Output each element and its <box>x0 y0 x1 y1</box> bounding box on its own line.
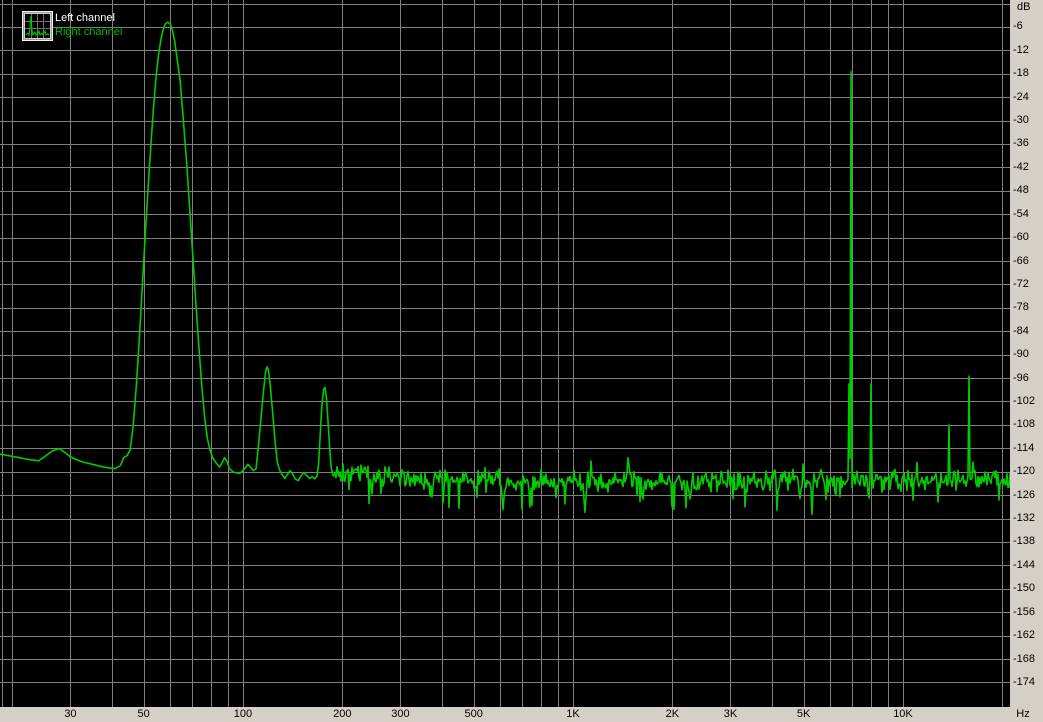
db-tick-label: -168 <box>1013 652 1036 665</box>
db-tick-label: -150 <box>1013 582 1036 595</box>
db-tick-label: -132 <box>1013 512 1036 525</box>
db-tick-label: -102 <box>1013 394 1036 407</box>
freq-tick-label: 3K <box>723 708 738 720</box>
db-tick-label: -66 <box>1013 254 1029 267</box>
spectrum-trace <box>0 21 1010 516</box>
db-tick-label: -42 <box>1013 160 1029 173</box>
db-tick-label: -144 <box>1013 558 1036 571</box>
db-tick-label: -96 <box>1013 371 1029 384</box>
db-tick-label: -114 <box>1013 441 1035 454</box>
db-tick-label: -48 <box>1013 184 1029 197</box>
freq-tick-label: 50 <box>137 708 150 720</box>
spectrum-plot <box>0 0 1010 707</box>
db-tick-label: -138 <box>1013 535 1036 548</box>
db-tick-label: -24 <box>1013 90 1029 103</box>
db-tick-label: -84 <box>1013 324 1029 337</box>
db-tick-label: -78 <box>1013 301 1029 314</box>
db-tick-label: -120 <box>1013 465 1036 478</box>
legend-right-channel-label: Right channel <box>55 26 123 38</box>
db-tick-label: -72 <box>1013 277 1029 290</box>
freq-tick-label: 5K <box>796 708 811 720</box>
db-tick-label: -30 <box>1013 114 1029 127</box>
freq-tick-label: 1K <box>566 708 580 720</box>
db-axis-strip: dB -6 -12 -18 -24 -30 -36 -42 -48 -54 -60 -66 -72 -7… <box>1010 0 1043 722</box>
db-tick-label: -60 <box>1013 231 1029 244</box>
freq-tick-label: 2K <box>665 708 680 720</box>
freq-tick-label: 500 <box>464 708 483 720</box>
db-tick-label: -6 <box>1013 20 1023 33</box>
db-tick-label: -90 <box>1013 348 1029 361</box>
db-tick-label: -174 <box>1013 675 1036 688</box>
spectrum-icon[interactable] <box>22 11 53 41</box>
legend: Left channel Right channel <box>22 11 122 41</box>
freq-axis-strip: 30 50 100 200 300 500 1K 2K 3K 5K 10K <box>0 707 1010 722</box>
gridlines <box>0 0 1010 707</box>
db-tick-label: -156 <box>1013 605 1036 618</box>
db-tick-label: -162 <box>1013 629 1036 642</box>
db-tick-label: -18 <box>1013 67 1029 80</box>
freq-tick-label: 30 <box>64 708 77 720</box>
freq-tick-label: 300 <box>391 708 410 720</box>
legend-left-channel-label: Left channel <box>55 12 115 24</box>
db-tick-label: -36 <box>1013 137 1029 150</box>
freq-tick-label: 100 <box>233 708 253 720</box>
db-tick-label: -54 <box>1013 207 1029 220</box>
freq-tick-label: 200 <box>333 708 352 720</box>
db-axis-unit: dB <box>1017 1 1031 13</box>
hz-axis-unit: Hz <box>1016 708 1030 720</box>
db-tick-label: -126 <box>1013 488 1036 501</box>
db-tick-label: -12 <box>1013 43 1029 56</box>
freq-tick-label: 10K <box>893 708 913 720</box>
db-tick-label: -108 <box>1013 418 1036 431</box>
